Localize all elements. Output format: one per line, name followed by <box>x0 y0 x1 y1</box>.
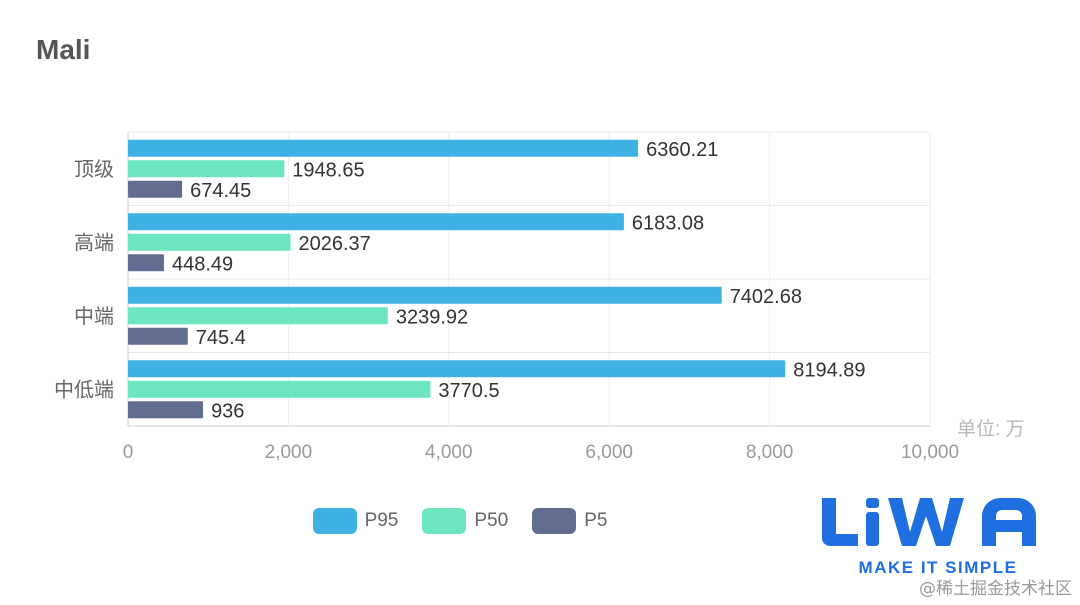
bar-p5 <box>128 401 204 419</box>
data-label-p5: 745.4 <box>196 327 246 349</box>
data-label-p5: 936 <box>211 400 244 422</box>
data-label-p50: 3239.92 <box>396 306 468 328</box>
legend-item-p95[interactable]: P95 <box>312 508 399 534</box>
data-label-p50: 1948.65 <box>292 159 364 181</box>
x-tick-label: 0 <box>123 442 134 463</box>
y-category-label: 中端 <box>74 304 114 328</box>
x-tick-label: 2,000 <box>265 442 313 463</box>
legend-label-p95: P95 <box>364 510 399 531</box>
data-label-p95: 6183.08 <box>632 212 704 234</box>
bar-p50 <box>128 160 285 178</box>
y-category-label: 中低端 <box>54 377 114 401</box>
chart-title: Mali <box>36 34 91 65</box>
logo-tagline: MAKE IT SIMPLE <box>859 558 1018 577</box>
data-label-p95: 8194.89 <box>793 359 865 381</box>
y-category-label: 顶级 <box>74 157 114 181</box>
bar-p5 <box>128 254 164 272</box>
data-label-p5: 448.49 <box>172 253 233 275</box>
legend-label-p5: P5 <box>584 510 608 531</box>
legend-swatch-p5 <box>532 508 577 534</box>
legend-swatch-p95 <box>312 508 357 534</box>
data-label-p95: 7402.68 <box>730 286 802 308</box>
legend-swatch-p50 <box>422 508 467 534</box>
bar-p50 <box>128 233 291 251</box>
bar-p5 <box>128 180 183 198</box>
x-tick-label: 6,000 <box>585 442 633 463</box>
bar-p95 <box>128 360 786 378</box>
bar-p5 <box>128 327 188 345</box>
x-tick-label: 8,000 <box>746 442 794 463</box>
bar-p50 <box>128 307 388 325</box>
data-label-p50: 2026.37 <box>299 233 371 255</box>
x-tick-label: 4,000 <box>425 442 473 463</box>
x-tick-label: 10,000 <box>901 442 959 463</box>
bar-p95 <box>128 213 624 231</box>
legend-label-p50: P50 <box>474 510 509 531</box>
data-label-p50: 3770.5 <box>438 380 499 402</box>
bar-p50 <box>128 380 431 398</box>
data-label-p5: 674.45 <box>190 180 251 202</box>
legend: P95 P50 P5 <box>0 508 1080 534</box>
watermark: @稀土掘金技术社区 <box>919 579 1072 599</box>
y-category-label: 高端 <box>74 230 114 254</box>
legend-item-p50[interactable]: P50 <box>422 508 508 534</box>
liwa-logo: MAKE IT SIMPLE <box>822 498 1036 577</box>
legend-item-p5[interactable]: P5 <box>532 508 607 534</box>
bar-p95 <box>128 139 639 157</box>
bar-p95 <box>128 286 722 304</box>
data-label-p95: 6360.21 <box>646 139 718 161</box>
unit-label: 单位: 万 <box>957 419 1025 440</box>
